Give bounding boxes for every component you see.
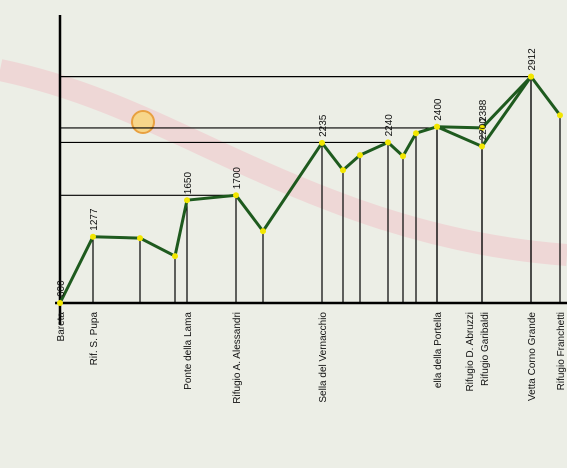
- point: [434, 124, 440, 130]
- place-label: Rif. S. Pupa: [89, 312, 100, 366]
- point: [400, 153, 406, 159]
- point: [172, 253, 178, 259]
- value-label: 2400: [433, 98, 444, 121]
- place-label: ella della Portella: [433, 312, 444, 389]
- point: [90, 234, 96, 240]
- point: [528, 74, 534, 80]
- point: [357, 152, 363, 158]
- value-label: 1277: [89, 208, 100, 231]
- place-label: Rifugio Garibaldi: [480, 312, 491, 386]
- value-label: 600: [56, 280, 67, 297]
- value-label: 1650: [183, 172, 194, 195]
- place-label: Rifugio A. Alessandri: [232, 312, 243, 404]
- point: [385, 139, 391, 145]
- point: [184, 197, 190, 203]
- value-label: 2235: [318, 114, 329, 137]
- point: [557, 112, 563, 118]
- chart: 600127716501700223522402400238829122200B…: [0, 0, 567, 468]
- point: [260, 228, 266, 234]
- value-label: 2240: [384, 114, 395, 137]
- point: [233, 192, 239, 198]
- value-label: 1700: [232, 167, 243, 190]
- place-label: Rifugio Franchetti: [556, 312, 567, 390]
- map-marker: [132, 111, 154, 133]
- place-label: Rifugio D. Abruzzi: [465, 312, 476, 391]
- value-label: 2200: [478, 118, 489, 141]
- point: [319, 140, 325, 146]
- point: [340, 167, 346, 173]
- place-label: Sella del Vernacchio: [318, 312, 329, 403]
- place-label: Ponte della Lama: [183, 312, 194, 390]
- point: [57, 300, 63, 306]
- value-label: 2912: [527, 48, 538, 71]
- point: [479, 143, 485, 149]
- point: [137, 235, 143, 241]
- place-label: Vetta Corno Grande: [527, 312, 538, 401]
- place-label: Bareta: [56, 312, 67, 342]
- point: [413, 130, 419, 136]
